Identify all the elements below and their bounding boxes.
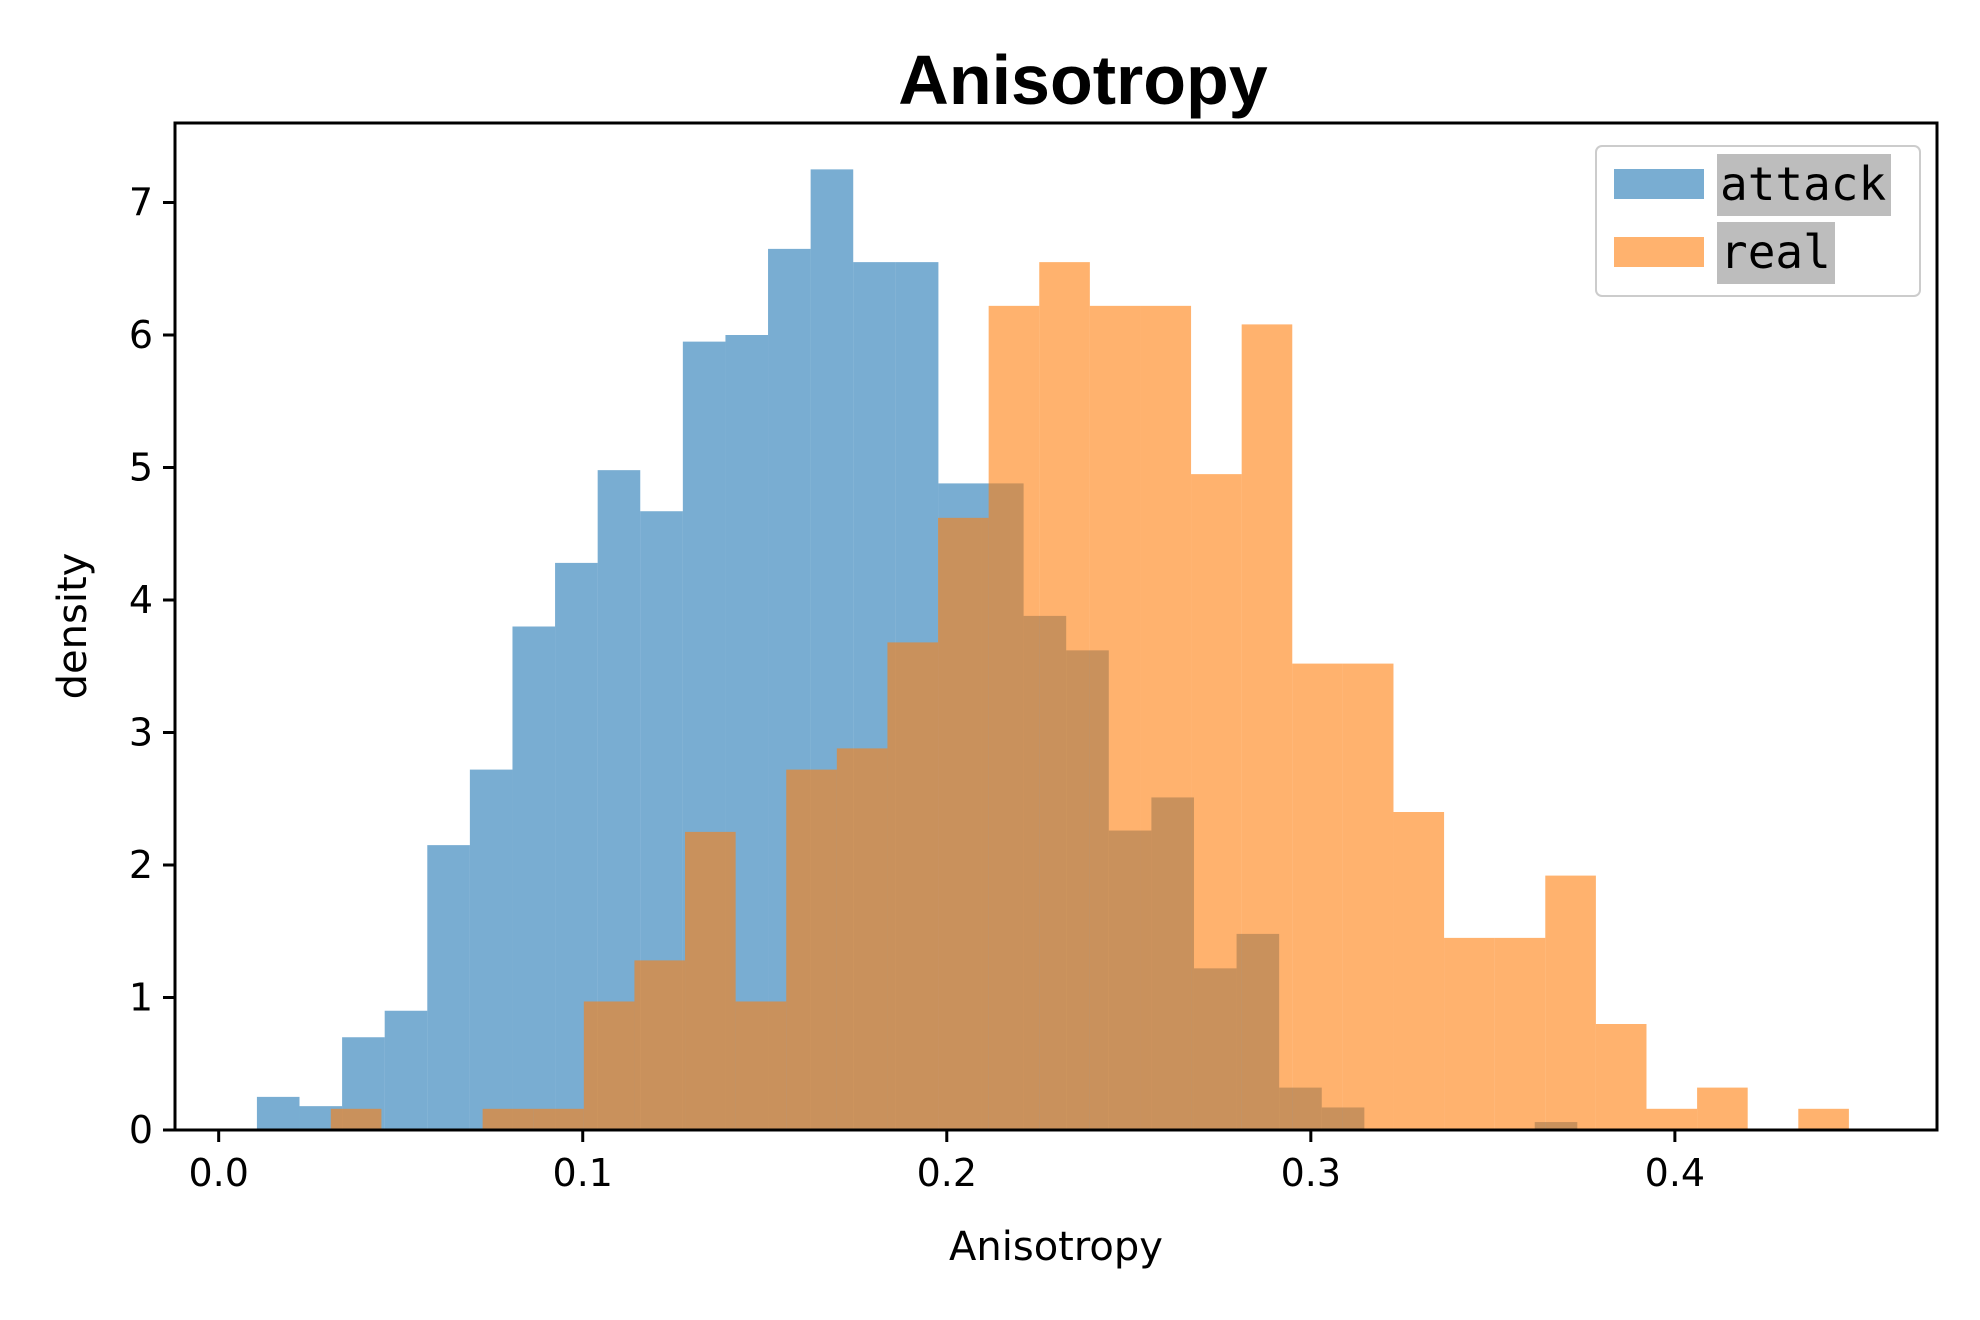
bar-real-11: [887, 642, 939, 1130]
bar-real-26: [1646, 1108, 1698, 1130]
y-tick-label: 6: [129, 313, 153, 357]
bar-attack-5: [469, 769, 513, 1130]
bar-real-4: [533, 1108, 584, 1130]
series-real: [330, 262, 1849, 1131]
y-tick-label: 1: [129, 976, 153, 1020]
bar-real-21: [1393, 812, 1445, 1130]
y-tick-label: 5: [129, 446, 153, 490]
bar-attack-0: [256, 1096, 300, 1130]
y-axis-label: density: [50, 553, 96, 700]
bar-real-16: [1140, 305, 1192, 1131]
bar-real-8: [735, 1001, 787, 1130]
x-axis: 0.0 0.1 0.2 0.3 0.4: [188, 1130, 1705, 1195]
bar-real-25: [1595, 1024, 1647, 1130]
legend-swatch: [1614, 169, 1704, 199]
bar-real-15: [1089, 305, 1141, 1131]
bars-layer: [256, 169, 1849, 1131]
chart-title: Anisotropy: [898, 41, 1268, 119]
bar-real-27: [1697, 1087, 1748, 1130]
bar-real-10: [836, 748, 888, 1130]
bar-real-24: [1545, 875, 1596, 1130]
x-tick-label: 0.1: [553, 1151, 613, 1195]
x-tick-label: 0.3: [1281, 1151, 1341, 1195]
bar-real-7: [685, 831, 736, 1130]
bar-real-20: [1342, 663, 1394, 1130]
legend-label: attack: [1720, 157, 1886, 211]
legend-swatch: [1614, 237, 1704, 267]
y-axis: 0 1 2 3 4 5 6 7: [129, 181, 175, 1152]
y-tick-label: 2: [129, 843, 153, 887]
bar-real-12: [938, 517, 989, 1130]
x-axis-label: Anisotropy: [949, 1224, 1163, 1270]
bar-real-9: [786, 769, 837, 1130]
bar-attack-3: [384, 1010, 428, 1130]
bar-real-0: [330, 1108, 382, 1130]
bar-real-19: [1292, 663, 1343, 1130]
legend-item-attack: attack: [1614, 154, 1891, 216]
bar-real-3: [482, 1108, 534, 1130]
y-tick-label: 7: [129, 181, 153, 225]
bar-real-22: [1444, 937, 1495, 1130]
bar-real-14: [1039, 262, 1090, 1130]
y-tick-label: 0: [129, 1108, 153, 1152]
plot-frame: [173, 121, 1939, 1132]
legend-label: real: [1720, 225, 1831, 279]
legend-label-highlight: [1717, 222, 1835, 284]
bar-attack-6: [512, 626, 556, 1130]
bar-real-18: [1241, 324, 1293, 1130]
x-tick-label: 0.2: [917, 1151, 977, 1195]
legend: attack real: [1595, 145, 1921, 297]
legend-label-highlight: [1717, 154, 1891, 216]
bar-real-13: [988, 305, 1040, 1131]
bar-real-23: [1494, 937, 1546, 1130]
x-tick-label: 0.0: [188, 1151, 248, 1195]
bar-real-17: [1191, 474, 1242, 1130]
legend-item-real: real: [1614, 222, 1835, 284]
bar-real-29: [1798, 1108, 1849, 1130]
y-tick-label: 4: [129, 578, 153, 622]
bar-real-5: [583, 1001, 635, 1130]
y-tick-label: 3: [129, 711, 153, 755]
bar-real-6: [634, 960, 686, 1130]
bar-attack-4: [427, 845, 470, 1130]
x-tick-label: 0.4: [1645, 1151, 1705, 1195]
